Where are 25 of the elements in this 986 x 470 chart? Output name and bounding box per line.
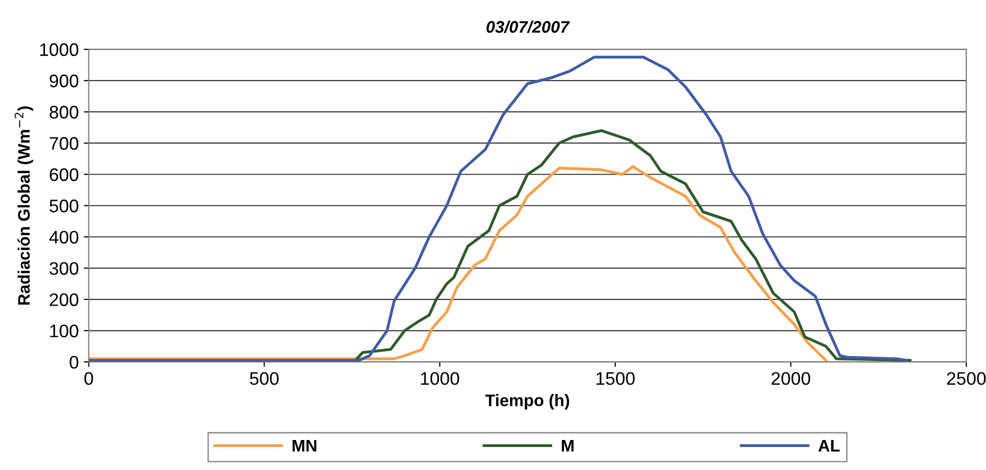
y-tick-label: 100 [50,324,78,338]
y-tick-label: 900 [50,74,78,88]
y-tick-label: 500 [50,200,78,212]
x-tick-label: 1000 [421,372,460,385]
x-axis-title: Tiempo (h) [485,394,570,410]
y-tick-label: 400 [49,230,78,244]
x-tick-label: 0 [84,372,94,385]
y-tick-label: 300 [50,262,78,275]
y-tick-label: 600 [50,168,78,182]
x-tick-label: 2000 [772,372,810,385]
legend-label: AL [818,440,840,452]
y-tick-label: 800 [50,106,78,119]
legend-label: M [562,440,574,452]
x-tick-label: 2500 [947,372,986,385]
y-tick-label: 700 [50,137,78,150]
chart-title: 03/07/2007 [486,20,570,34]
x-tick-label: 1500 [596,372,635,385]
y-axis-title: Radiación Global (Wm$^{−2}$) [14,106,34,305]
legend-label: MN [292,440,316,452]
y-tick-label: 1000 [40,43,78,56]
line-series [88,165,828,362]
y-tick-label: 0 [70,356,78,369]
line-series [88,56,908,362]
y-tick-label: 200 [50,293,78,306]
x-tick-label: 500 [250,372,279,385]
